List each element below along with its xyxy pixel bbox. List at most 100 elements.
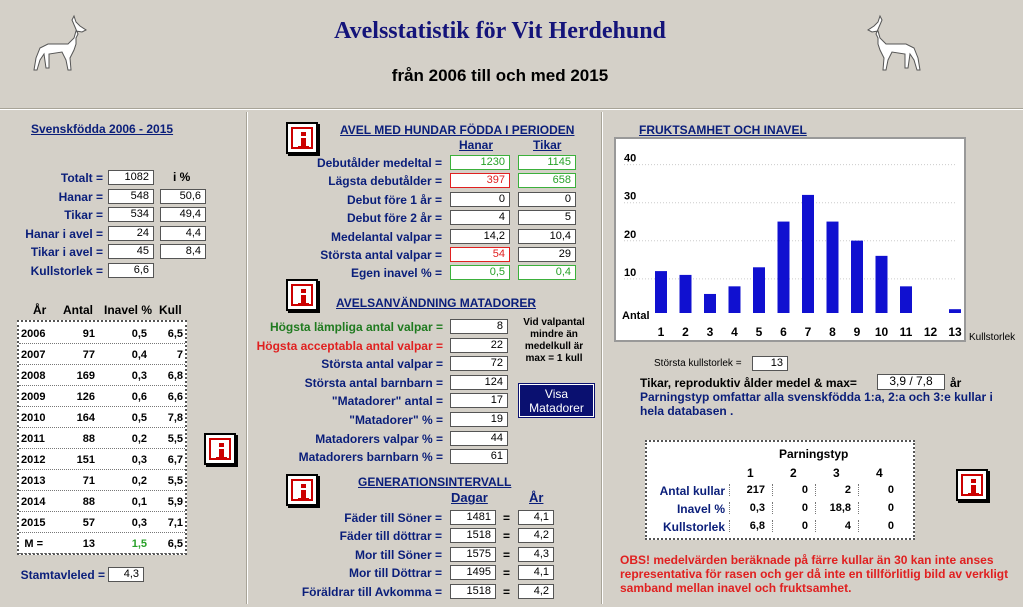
gen-title: GENERATIONSINTERVALL: [358, 475, 512, 489]
table-cell: 2012: [21, 454, 46, 466]
pt-cell: 2: [815, 484, 855, 496]
matador-row-label: Största antal barnbarn =: [304, 375, 443, 390]
x-tick-label: 2: [682, 325, 689, 339]
table-cell: 151: [76, 454, 95, 466]
y-tick-label: 20: [624, 229, 636, 241]
x-tick-label: 9: [854, 325, 861, 339]
table-cell: 0,5: [131, 328, 147, 340]
table-row: 2013 71 0,2 5,5: [19, 471, 185, 491]
table-cell: 0,3: [131, 517, 147, 529]
stamtavleled-label: Stamtavleled =: [20, 568, 105, 582]
antal-header: Antal: [63, 303, 93, 317]
avel-hanar-value: 1230: [450, 155, 510, 170]
info-icon[interactable]: [286, 474, 318, 506]
x-tick-label: 10: [875, 325, 889, 339]
mean-row: M = 13 1,5 6,5: [19, 534, 185, 554]
table-cell: 6,8: [167, 370, 183, 382]
avel-title: AVEL MED HUNDAR FÖDDA I PERIODEN: [340, 123, 575, 137]
table-cell: 5,5: [167, 475, 183, 487]
obs-note: OBS! medelvärden beräknade på färre kull…: [620, 553, 1009, 595]
info-icon[interactable]: [956, 469, 988, 501]
gen-row-label: Fäder till döttrar =: [339, 529, 442, 544]
avel-row-label: Debutålder medeltal =: [316, 156, 442, 170]
table-cell: 0,1: [131, 496, 147, 508]
gen-eq: =: [503, 566, 511, 581]
table-cell: 5,5: [167, 433, 183, 445]
table-cell: 2007: [21, 349, 46, 361]
divider-left: [246, 112, 248, 604]
x-tick-label: 6: [780, 325, 787, 339]
pt-cell: 217: [729, 484, 769, 496]
table-cell: 77: [82, 349, 95, 361]
table-row: 2008 169 0,3 6,8: [19, 366, 185, 386]
pt-row-label: Kullstorlek: [662, 520, 725, 534]
x-tick-label: 8: [829, 325, 836, 339]
info-icon[interactable]: [286, 279, 318, 311]
gen-dagar-value: 1518: [450, 528, 496, 544]
storsta-value: 13: [752, 356, 788, 371]
table-cell: 164: [76, 412, 95, 424]
matador-row-label: Matadorers valpar % =: [315, 431, 443, 446]
gen-ar-value: 4,2: [518, 528, 554, 544]
pt-cell: 0: [772, 484, 812, 496]
table-cell: 2010: [21, 412, 46, 424]
tikar-label: Tikar, reproduktiv ålder medel & max=: [640, 376, 857, 390]
info-icon[interactable]: [204, 433, 236, 465]
header-divider: [0, 108, 1023, 110]
table-cell: 7,1: [167, 517, 183, 529]
year-header: År: [33, 303, 47, 317]
table-cell: 126: [76, 391, 95, 403]
bar: [802, 194, 814, 313]
parning-note: Parningstyp omfattar alla svenskfödda 1:…: [640, 390, 993, 418]
left-row-pct: 49,4: [160, 207, 206, 222]
table-row: 2007 77 0,4 7: [19, 345, 185, 365]
right-title: FRUKTSAMHET OCH INAVEL: [639, 123, 807, 137]
table-row: 2015 57 0,3 7,1: [19, 513, 185, 533]
avel-tikar-value: 0: [518, 191, 576, 207]
table-row: 2014 88 0,1 5,9: [19, 492, 185, 512]
table-cell: 0,2: [131, 475, 147, 487]
avel-hanar-value: 397: [450, 173, 510, 189]
bar: [728, 286, 741, 313]
table-cell: 91: [82, 328, 95, 340]
bar: [655, 271, 667, 313]
matador-row-label: Matadorers barnbarn % =: [298, 450, 443, 465]
avel-hanar-value: 14,2: [450, 228, 510, 244]
gen-row-label: Mor till Söner =: [354, 547, 442, 562]
left-row-label: Kullstorlek =: [30, 263, 103, 278]
table-cell: 6,6: [167, 391, 183, 403]
avel-tikar-value: 10,4: [518, 228, 576, 244]
left-row-label: Hanar i avel =: [25, 226, 103, 241]
table-cell: 7,8: [167, 412, 183, 424]
left-row-pct: 50,6: [160, 188, 206, 204]
table-row: 2006 91 0,5 6,5: [19, 324, 185, 344]
matador-row-value: 22: [450, 337, 508, 353]
avel-row-label: Debut före 1 år =: [346, 192, 442, 207]
table-cell: 88: [82, 433, 95, 445]
table-cell: 2008: [21, 370, 46, 382]
table-row: 2010 164 0,5 7,8: [19, 408, 185, 428]
matador-row-value: 72: [450, 356, 508, 372]
gen-dagar-value: 1575: [450, 546, 496, 562]
gen-ar-value: 4,1: [518, 565, 554, 581]
pt-cell: 0: [858, 484, 898, 496]
table-cell: M =: [24, 538, 43, 550]
pt-cell: 18,8: [815, 502, 855, 514]
pt-row-label: Inavel %: [676, 502, 725, 516]
pt-col-header: 3: [833, 466, 840, 480]
left-row-value: 45: [108, 244, 154, 259]
table-cell: 88: [82, 496, 95, 508]
avel-tikar-value: 0,4: [518, 265, 576, 281]
visa-matadorer-button[interactable]: Visa Matadorer: [518, 383, 595, 418]
info-icon[interactable]: [286, 122, 318, 154]
dog-logo-right: [867, 14, 921, 71]
table-cell: 0,6: [131, 391, 147, 403]
avel-row-label: Debut före 2 år =: [346, 211, 442, 226]
gen-ar-value: 4,1: [518, 510, 554, 525]
x-tick-label: 13: [948, 325, 962, 339]
y-tick-label: 40: [624, 153, 636, 165]
gen-eq: =: [503, 511, 511, 525]
x-tick-label: 3: [707, 325, 714, 339]
avel-tikar-value: 5: [518, 210, 576, 226]
